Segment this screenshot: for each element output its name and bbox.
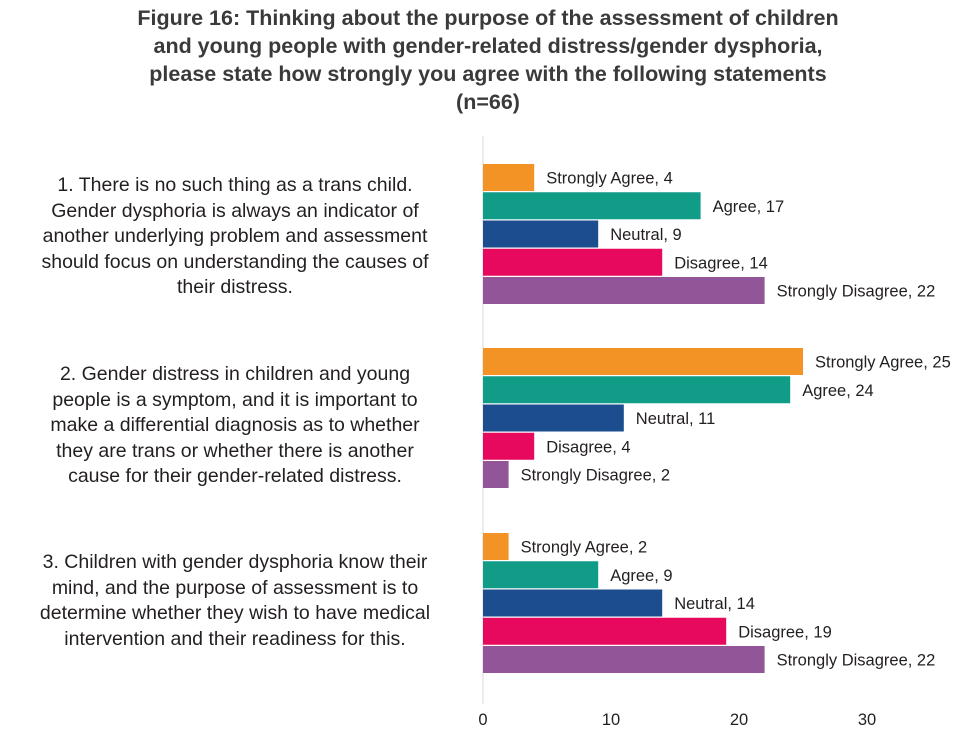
- data-label: Disagree, 4: [546, 438, 630, 456]
- bar: [483, 220, 599, 248]
- category-label-line: mind, and the purpose of assessment is t…: [51, 576, 419, 599]
- bar: [483, 432, 535, 460]
- data-label: Strongly Disagree, 22: [777, 652, 936, 670]
- category-label-line: Gender dysphoria is always an indicator …: [51, 199, 419, 222]
- data-label: Strongly Agree, 25: [815, 354, 951, 372]
- bar: [483, 277, 765, 304]
- data-label: Agree, 17: [713, 198, 785, 216]
- category-label-line: another underlying problem and assessmen…: [42, 225, 428, 247]
- category-label-line: 3. Children with gender dysphoria know t…: [42, 551, 428, 573]
- bar: [483, 561, 599, 589]
- category-label: 2. Gender distress in children and young…: [0, 362, 470, 490]
- bar: [483, 348, 803, 375]
- data-label: Strongly Agree, 4: [546, 170, 673, 188]
- data-label: Neutral, 9: [610, 226, 682, 244]
- category-label-line: determine whether they wish to have medi…: [39, 602, 431, 624]
- category-label-line: cause for their gender-related distress.: [68, 465, 402, 487]
- chart-title-line: (n=66): [456, 90, 520, 114]
- bar: [483, 404, 624, 432]
- data-label: Neutral, 11: [636, 410, 716, 428]
- category-label-line: make a differential diagnosis as to whet…: [50, 414, 420, 436]
- x-tick-label: 20: [730, 711, 748, 729]
- category-label-line: intervention and their readiness for thi…: [64, 627, 406, 650]
- x-tick-label: 30: [858, 711, 876, 729]
- chart-title-line: and young people with gender-related dis…: [153, 34, 823, 58]
- data-label: Disagree, 19: [738, 623, 832, 641]
- data-label: Agree, 24: [802, 382, 874, 400]
- data-label: Strongly Disagree, 2: [521, 467, 671, 485]
- bar: [483, 376, 791, 404]
- data-label: Agree, 9: [610, 567, 672, 585]
- bar: [483, 646, 765, 673]
- data-label: Strongly Agree, 2: [521, 539, 648, 557]
- bar: [483, 617, 727, 645]
- chart-title: Figure 16: Thinking about the purpose of…: [0, 4, 976, 116]
- chart-title-line: Figure 16: Thinking about the purpose of…: [137, 6, 839, 30]
- bar: [483, 589, 663, 617]
- bar: [483, 248, 663, 276]
- data-label: Neutral, 14: [674, 595, 755, 613]
- x-tick-label: 0: [478, 711, 487, 729]
- category-label-line: people is a symptom, and it is important…: [52, 388, 418, 411]
- bar: [483, 533, 509, 560]
- data-label: Disagree, 14: [674, 254, 768, 272]
- chart-title-line: please state how strongly you agree with…: [149, 62, 827, 86]
- bar: [483, 192, 701, 220]
- category-label: 3. Children with gender dysphoria know t…: [0, 550, 470, 652]
- category-label-line: should focus on understanding the causes…: [41, 250, 429, 273]
- bar: [483, 164, 535, 191]
- category-label-line: 2. Gender distress in children and young: [59, 363, 411, 385]
- bar: [483, 461, 509, 488]
- category-label: 1. There is no such thing as a trans chi…: [0, 173, 470, 301]
- data-label: Strongly Disagree, 22: [777, 283, 936, 301]
- category-label-line: they are trans or whether there is anoth…: [56, 439, 414, 462]
- category-label-line: 1. There is no such thing as a trans chi…: [57, 174, 413, 196]
- x-tick-label: 10: [602, 711, 620, 729]
- category-label-line: their distress.: [177, 276, 293, 298]
